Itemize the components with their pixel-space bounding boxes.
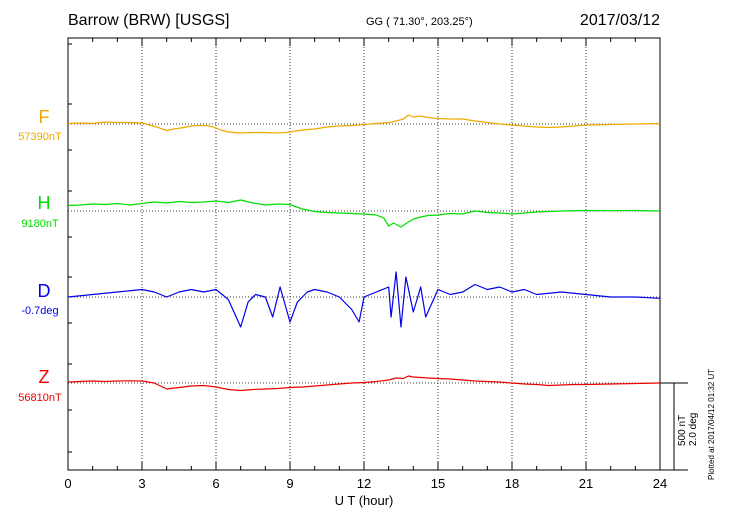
series-z-line (67, 375, 661, 392)
series-f-baseline: 57390nT (18, 131, 62, 143)
chart-date: 2017/03/12 (579, 12, 660, 29)
series-d-label: D (37, 281, 51, 301)
x-tick-label: 9 (286, 476, 293, 491)
series-d-baseline: -0.7deg (21, 305, 59, 317)
series-z-baseline: 56810nT (18, 392, 62, 404)
x-tick-label: 18 (505, 476, 519, 491)
x-tick-label: 3 (138, 476, 145, 491)
series-h-label: H (37, 193, 51, 213)
scale-bar-label: 500 nT 2.0 deg (677, 413, 699, 446)
plotted-timestamp: Plotted at 2017/04/12 01:32 UT (707, 368, 716, 480)
scale-deg-text: 2.0 deg (688, 412, 699, 446)
x-tick-label: 12 (357, 476, 371, 491)
scale-nt-text: 500 nT (677, 414, 688, 446)
series-f-line (67, 114, 661, 134)
series-z-label: Z (38, 367, 50, 387)
series-h-line (67, 199, 661, 228)
x-tick-label: 21 (579, 476, 593, 491)
chart-title: Barrow (BRW) [USGS] (68, 12, 230, 29)
series-d-line (67, 271, 661, 328)
station-coordinates: GG ( 71.30°, 203.25°) (366, 16, 473, 28)
x-tick-label: 15 (431, 476, 445, 491)
x-tick-label: 6 (212, 476, 219, 491)
x-tick-label: 0 (64, 476, 71, 491)
x-axis-label: U T (hour) (335, 493, 394, 508)
x-tick-label: 24 (653, 476, 667, 491)
series-f-label: F (38, 107, 50, 127)
series-h-baseline: 9180nT (21, 218, 59, 230)
